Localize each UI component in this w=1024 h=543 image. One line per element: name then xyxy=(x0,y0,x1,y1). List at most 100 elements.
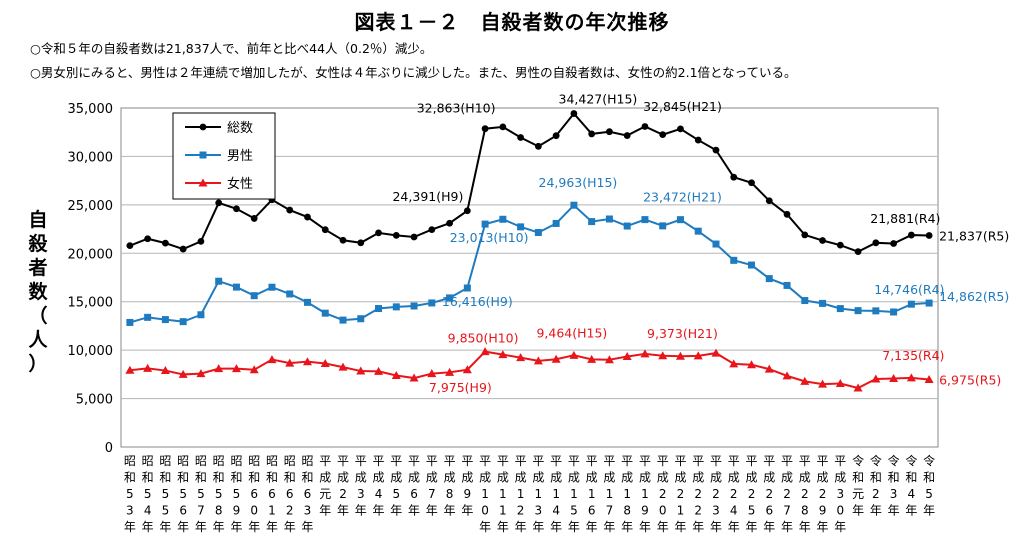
data-point xyxy=(890,308,898,316)
x-tick-label: 平成 1 6 年 xyxy=(586,454,598,534)
data-point xyxy=(126,242,134,250)
x-tick-label: 平成 8 年 xyxy=(444,454,456,518)
x-tick-char: 年 xyxy=(817,520,829,534)
x-tick-char: 8 xyxy=(623,504,631,518)
data-point xyxy=(391,370,401,379)
x-tick-label: 平成 2 0 年 xyxy=(657,454,669,534)
x-tick-char: 和 xyxy=(852,471,864,485)
summary-note-1: ○令和５年の自殺者数は21,837人で、前年と比べ44人（0.2％）減少。 xyxy=(30,41,433,56)
x-tick-char: 和 xyxy=(195,471,207,485)
x-tick-label: 平成 2 1 年 xyxy=(674,454,686,534)
x-tick-char: 昭 xyxy=(266,454,278,468)
x-tick-char: 3 xyxy=(836,487,844,501)
data-label: 24,963(H15) xyxy=(539,175,618,190)
x-tick-char: 元 xyxy=(319,487,331,501)
data-point xyxy=(907,300,915,308)
data-point xyxy=(215,199,223,207)
x-tick-char: 年 xyxy=(603,520,615,534)
x-tick-char: 成 xyxy=(781,471,793,485)
legend-label: 総数 xyxy=(227,121,253,136)
x-tick-char: 3 xyxy=(890,487,898,501)
x-tick-char: 成 xyxy=(532,471,544,485)
x-tick-char: 8 xyxy=(215,504,223,518)
x-tick-char: 平 xyxy=(621,454,633,468)
data-point xyxy=(302,357,312,366)
x-tick-char: 5 xyxy=(570,504,578,518)
data-point xyxy=(659,131,667,139)
x-tick-char: 成 xyxy=(799,471,811,485)
x-tick-char: 成 xyxy=(444,471,456,485)
x-tick-char: 1 xyxy=(517,487,525,501)
x-tick-char: 年 xyxy=(497,520,509,534)
data-point xyxy=(925,232,933,239)
x-tick-label: 平成 2 年 xyxy=(337,454,349,518)
x-tick-char: 年 xyxy=(248,520,260,534)
series-line-2 xyxy=(129,203,930,324)
x-tick-label: 平成 1 0 年 xyxy=(479,454,491,534)
x-tick-char: 成 xyxy=(337,471,349,485)
data-point xyxy=(711,348,721,357)
x-tick-char: 6 xyxy=(410,487,418,501)
data-label: 34,427(H15) xyxy=(559,92,638,107)
x-tick-char: 和 xyxy=(301,471,313,485)
x-tick-char: 成 xyxy=(461,471,473,485)
data-point xyxy=(409,373,419,382)
series-line-1 xyxy=(129,111,930,253)
x-tick-char: 7 xyxy=(197,504,205,518)
x-tick-char: 1 xyxy=(552,487,560,501)
data-point xyxy=(338,362,348,371)
data-point xyxy=(677,125,684,133)
data-point xyxy=(428,299,436,307)
data-point xyxy=(375,305,383,313)
data-point xyxy=(197,311,205,319)
x-tick-label: 平成 2 8 年 xyxy=(799,454,811,534)
x-tick-char: 年 xyxy=(319,504,331,518)
data-point xyxy=(231,364,241,373)
x-tick-char: 2 xyxy=(730,487,738,501)
x-tick-char: 年 xyxy=(284,520,296,534)
x-tick-char: 4 xyxy=(730,504,738,518)
x-tick-char: 平 xyxy=(532,454,544,468)
data-point xyxy=(730,256,738,264)
x-tick-char: 年 xyxy=(888,504,900,518)
x-tick-char: 年 xyxy=(870,504,882,518)
data-point xyxy=(641,123,649,130)
data-label: 9,373(H21) xyxy=(647,326,718,341)
x-tick-label: 令和 2 年 xyxy=(870,453,882,518)
data-point xyxy=(410,302,418,310)
x-tick-char: 昭 xyxy=(230,454,242,468)
x-tick-label: 昭和 5 8 年 xyxy=(213,454,225,534)
data-point xyxy=(552,219,560,227)
x-tick-char: 年 xyxy=(479,520,491,534)
data-point xyxy=(835,379,845,388)
x-tick-char: 6 xyxy=(286,487,294,501)
data-label: 21,881(R4) xyxy=(870,211,940,226)
x-tick-char: 和 xyxy=(266,471,278,485)
data-point xyxy=(712,240,720,248)
x-tick-label: 平成 9 年 xyxy=(461,454,473,518)
x-tick-char: 3 xyxy=(304,504,312,518)
x-tick-char: 元 xyxy=(852,487,864,501)
x-tick-char: 平 xyxy=(337,454,349,468)
x-tick-char: 年 xyxy=(266,520,278,534)
data-label: 7,975(H9) xyxy=(429,380,492,395)
x-tick-char: 8 xyxy=(446,487,454,501)
x-tick-char: 年 xyxy=(692,520,704,534)
x-tick-char: 和 xyxy=(248,471,260,485)
data-point xyxy=(357,315,365,323)
y-axis-label-char: 数 xyxy=(28,281,48,303)
data-point xyxy=(267,355,277,364)
x-tick-char: 年 xyxy=(408,504,420,518)
x-tick-char: 成 xyxy=(639,471,651,485)
x-tick-char: 平 xyxy=(817,454,829,468)
x-tick-char: 年 xyxy=(213,520,225,534)
x-tick-char: 和 xyxy=(923,471,935,485)
x-tick-char: 1 xyxy=(677,504,685,518)
x-tick-char: 3 xyxy=(712,504,720,518)
data-point xyxy=(232,283,240,291)
x-tick-char: 成 xyxy=(550,471,562,485)
x-tick-char: 年 xyxy=(142,520,154,534)
x-tick-char: 昭 xyxy=(301,454,313,468)
x-tick-char: 6 xyxy=(765,504,773,518)
